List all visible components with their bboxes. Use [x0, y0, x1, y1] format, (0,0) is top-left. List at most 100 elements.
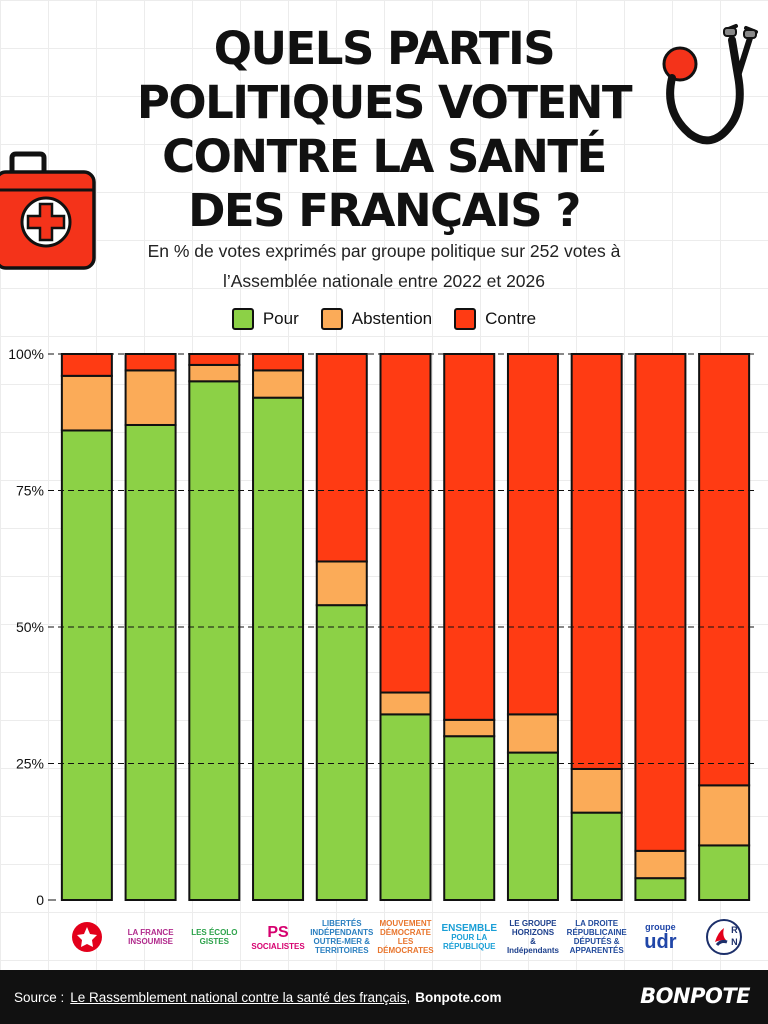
logo-text: N: [731, 937, 738, 947]
stacked-bar-chart: 0 25% 50% 75% 100%: [8, 346, 756, 908]
bar-segment-abstention: [570, 767, 623, 814]
source-label: Source :: [14, 989, 65, 1005]
y-tick-label: 50%: [16, 619, 44, 635]
ensemble-globe-icon: ENSEMBLE POUR LA RÉPUBLIQUE: [440, 914, 498, 960]
logo-text: DÉMOCRATES: [377, 946, 434, 955]
legend-swatch: [231, 308, 254, 330]
bar-segment-pour: [124, 423, 177, 901]
bar-segment-abstention: [506, 713, 559, 754]
legend-swatch: [320, 308, 343, 330]
subtitle: En % de votes exprimés par groupe politi…: [80, 236, 688, 296]
legend-item: Abstention: [320, 308, 433, 330]
bar-group: [124, 353, 177, 901]
logo-text: DÉMOCRATE: [380, 928, 431, 937]
stethoscope-icon: [662, 24, 758, 145]
bar-segment-contre: [443, 353, 496, 721]
bar-group: [570, 353, 623, 902]
logo-text: TERRITOIRES: [314, 946, 369, 955]
bar-segment-pour: [188, 380, 241, 902]
ps-rose-icon: PS SOCIALISTES: [249, 914, 307, 960]
bar-segment-contre: [60, 353, 113, 377]
bar-segment-abstention: [634, 849, 687, 880]
bar-segment-contre: [698, 353, 751, 787]
legend-label: Abstention: [351, 309, 433, 328]
bar-segment-pour: [315, 604, 368, 901]
bar-segment-abstention: [379, 691, 432, 716]
bar-segment-contre: [570, 353, 623, 770]
legend-label: Contre: [485, 309, 537, 328]
dem-d-icon: MOUVEMENT DÉMOCRATE LES DÉMOCRATES: [377, 914, 435, 960]
logo-text: INSOUMISE: [128, 937, 174, 946]
bar-group: [60, 353, 113, 901]
logo-text: ENSEMBLE: [441, 922, 497, 934]
bar-group: [634, 353, 687, 901]
lfi-phi-icon: LA FRANCE INSOUMISE: [122, 914, 180, 960]
source-separator: ,: [406, 989, 411, 1005]
legend-swatch: [454, 308, 477, 330]
logo-text: DÉPUTÉS & APPARENTÉS: [569, 937, 624, 955]
bar-segment-pour: [570, 811, 623, 902]
subtitle-line-2: l’Assemblée nationale entre 2022 et 2026: [222, 271, 546, 291]
bar-segment-contre: [252, 353, 305, 372]
footer: Source : Le Rassemblement national contr…: [0, 970, 768, 1024]
logo-text: udr: [644, 931, 677, 953]
bar-segment-contre: [379, 353, 432, 694]
logo-text: & Indépendants: [506, 937, 559, 955]
bar-segment-pour: [379, 713, 432, 901]
bar-segment-pour: [60, 429, 113, 901]
brand-logo: BONPOTE: [640, 984, 750, 1008]
bar-segment-abstention: [60, 374, 113, 432]
bar-segment-abstention: [698, 784, 751, 847]
bar-group: [188, 353, 241, 902]
logo-text: groupe: [645, 922, 676, 932]
y-tick-label: 25%: [16, 756, 44, 772]
dr-building-icon: LA DROITE RÉPUBLICAINE DÉPUTÉS & APPARENT…: [566, 914, 627, 960]
bar-segment-contre: [634, 353, 687, 852]
logo-text: OUTRE-MER &: [313, 937, 370, 946]
bar-group: [379, 353, 432, 901]
party-logos-row: LA FRANCE INSOUMISE LES ÉCOLO GISTES PS SOCIA…: [0, 912, 768, 962]
source-link[interactable]: Le Rassemblement national contre la sant…: [70, 989, 407, 1005]
bar-segment-contre: [124, 353, 177, 372]
page-title: QUELS PARTIS POLITIQUES VOTENT CONTRE LA…: [136, 22, 633, 237]
bar-segment-contre: [506, 353, 559, 716]
logo-text: LA DROITE RÉPUBLICAINE: [566, 919, 627, 937]
horizons-building-icon: LE GROUPE HORIZONS & Indépendants: [504, 914, 562, 960]
logo-text: LE GROUPE: [509, 919, 557, 928]
logo-text: SOCIALISTES: [251, 941, 305, 951]
bar-segment-pour: [443, 735, 496, 902]
udr-text-icon: groupe udr: [631, 914, 689, 960]
bar-group: [315, 353, 368, 901]
legend-item: Pour: [231, 308, 299, 330]
legend-item: Contre: [454, 308, 536, 330]
first-aid-kit-icon: [0, 151, 96, 270]
pcf-star-icon: [58, 914, 116, 960]
bar-segment-abstention: [443, 718, 496, 738]
bar-segment-pour: [634, 877, 687, 901]
y-tick-label: 75%: [16, 483, 44, 499]
logo-text: LES ÉCOLO: [191, 928, 238, 937]
logo-text: MOUVEMENT: [379, 919, 432, 928]
legend-label: Pour: [262, 309, 299, 328]
bar-segment-pour: [698, 844, 751, 901]
bar-segment-pour: [252, 396, 305, 902]
bar-segment-abstention: [315, 560, 368, 607]
logo-text: LA FRANCE: [127, 928, 174, 937]
logo-text: POUR LA RÉPUBLIQUE: [442, 932, 496, 951]
bar-group: [506, 353, 559, 901]
liot-arc-icon: LIBERTÉS INDÉPENDANTS OUTRE-MER & TERRITOIR…: [310, 914, 373, 960]
bar-segment-pour: [506, 751, 559, 901]
logo-text: HORIZONS: [511, 928, 555, 937]
bar-segment-abstention: [252, 369, 305, 399]
logo-text: PS: [267, 923, 289, 941]
logo-text: GISTES: [199, 937, 229, 946]
y-tick-label: 100%: [8, 346, 44, 362]
chart-legend: Pour Abstention Contre: [0, 304, 768, 334]
logo-text: LES: [397, 937, 414, 946]
source-site[interactable]: Bonpote.com: [415, 989, 502, 1005]
y-tick-label: 0: [36, 892, 44, 908]
bar-segment-abstention: [124, 369, 177, 426]
bar-segment-contre: [315, 353, 368, 563]
logo-text: R: [731, 925, 738, 935]
